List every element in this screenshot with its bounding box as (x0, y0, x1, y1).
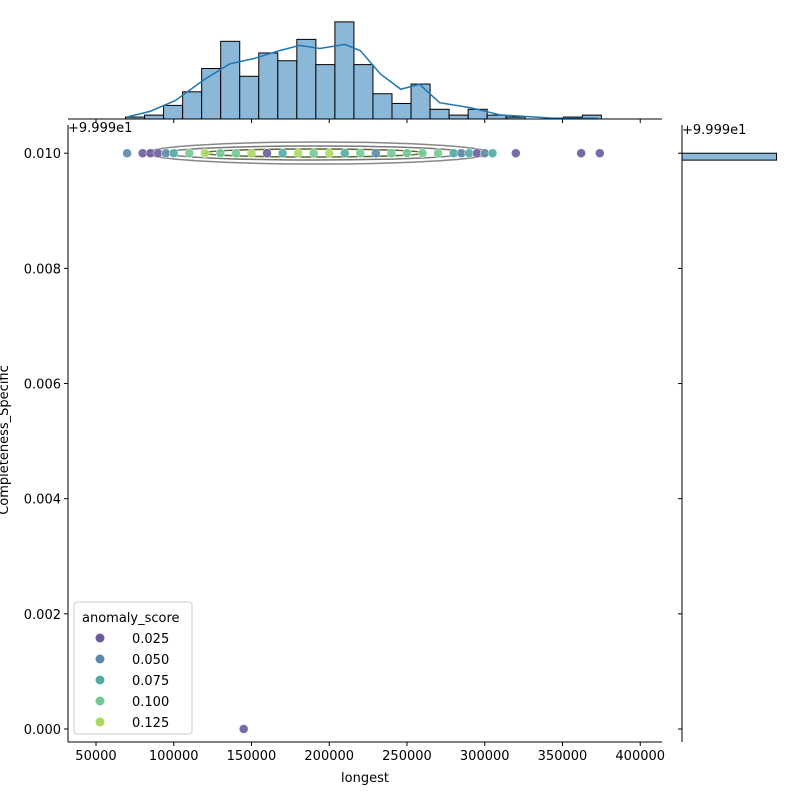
x-tick-label: 200000 (304, 749, 354, 764)
legend-title: anomaly_score (82, 611, 180, 626)
histogram-bar (239, 75, 260, 120)
scatter-point (355, 148, 366, 158)
histogram-bar (144, 114, 165, 120)
scatter-point (511, 148, 521, 158)
scatter-point (308, 148, 319, 158)
histogram-bar (353, 64, 374, 120)
histogram-bar (182, 91, 203, 120)
scatter-point (200, 148, 210, 158)
y-tick-label: 0.002 (24, 608, 61, 623)
scatter-point (277, 148, 288, 158)
histogram-bar (448, 114, 469, 120)
x-tick-label: 300000 (460, 749, 510, 764)
y-tick-label: 0.008 (24, 262, 61, 277)
scatter-point (231, 148, 241, 158)
histogram-bar (391, 102, 412, 120)
histogram-bar (429, 108, 450, 120)
scatter-point (433, 148, 443, 158)
y-tick-label: 0.006 (24, 378, 61, 393)
x-tick-label: 350000 (538, 749, 588, 764)
histogram-bar (315, 64, 336, 120)
scatter-point (238, 724, 249, 734)
histogram-bar (410, 83, 431, 120)
scatter-point (576, 148, 586, 158)
legend-label: 0.050 (132, 653, 169, 668)
histogram-bar (296, 38, 317, 120)
legend: anomaly_score 0.025 0.050 0.075 0.100 0.125 (73, 601, 193, 735)
legend-marker (95, 633, 105, 643)
legend-marker (95, 654, 105, 664)
histogram-bar (220, 40, 241, 120)
histogram-bar (163, 104, 184, 120)
legend-marker (95, 675, 105, 685)
scatter-point (122, 148, 132, 158)
scatter-point (487, 148, 498, 158)
legend-label: 0.025 (132, 632, 169, 647)
scatter-point (262, 148, 272, 158)
y-tick-label: 0.004 (24, 493, 61, 508)
right-offset: +9.999e1 (682, 123, 746, 138)
legend-label: 0.125 (132, 716, 169, 731)
legend-label: 0.075 (132, 674, 169, 689)
scatter-point (402, 148, 412, 158)
legend-marker (95, 696, 105, 706)
y-tick-label: 0.000 (24, 723, 61, 738)
scatter-point (215, 148, 226, 158)
y-tick-label: 0.010 (24, 147, 61, 162)
histogram-bar (258, 52, 279, 120)
legend-label: 0.100 (132, 695, 169, 710)
histogram-bar (277, 60, 298, 120)
scatter-point (293, 148, 303, 158)
scatter-point (324, 148, 334, 158)
scatter-point (246, 148, 257, 158)
histogram-bar (372, 93, 393, 120)
scatter-point (340, 148, 350, 158)
y-offset: +9.999e1 (68, 121, 132, 136)
y-axis-label: Completeness_Specific (0, 365, 12, 515)
scatter-point (184, 148, 195, 158)
x-tick-label: 250000 (382, 749, 432, 764)
histogram-bar (334, 21, 355, 120)
scatter-point (595, 148, 605, 158)
legend-marker (95, 717, 105, 727)
x-axis-label: longest (341, 771, 389, 786)
histogram-bar (681, 152, 778, 161)
x-tick-label: 50000 (75, 749, 116, 764)
scatter-point (168, 148, 179, 158)
x-tick-label: 400000 (615, 749, 665, 764)
scatter-point (371, 148, 381, 158)
scatter-point (386, 148, 397, 158)
scatter-point (417, 148, 428, 158)
x-tick-label: 100000 (149, 749, 199, 764)
x-tick-label: 150000 (227, 749, 277, 764)
kde-line (126, 43, 599, 120)
